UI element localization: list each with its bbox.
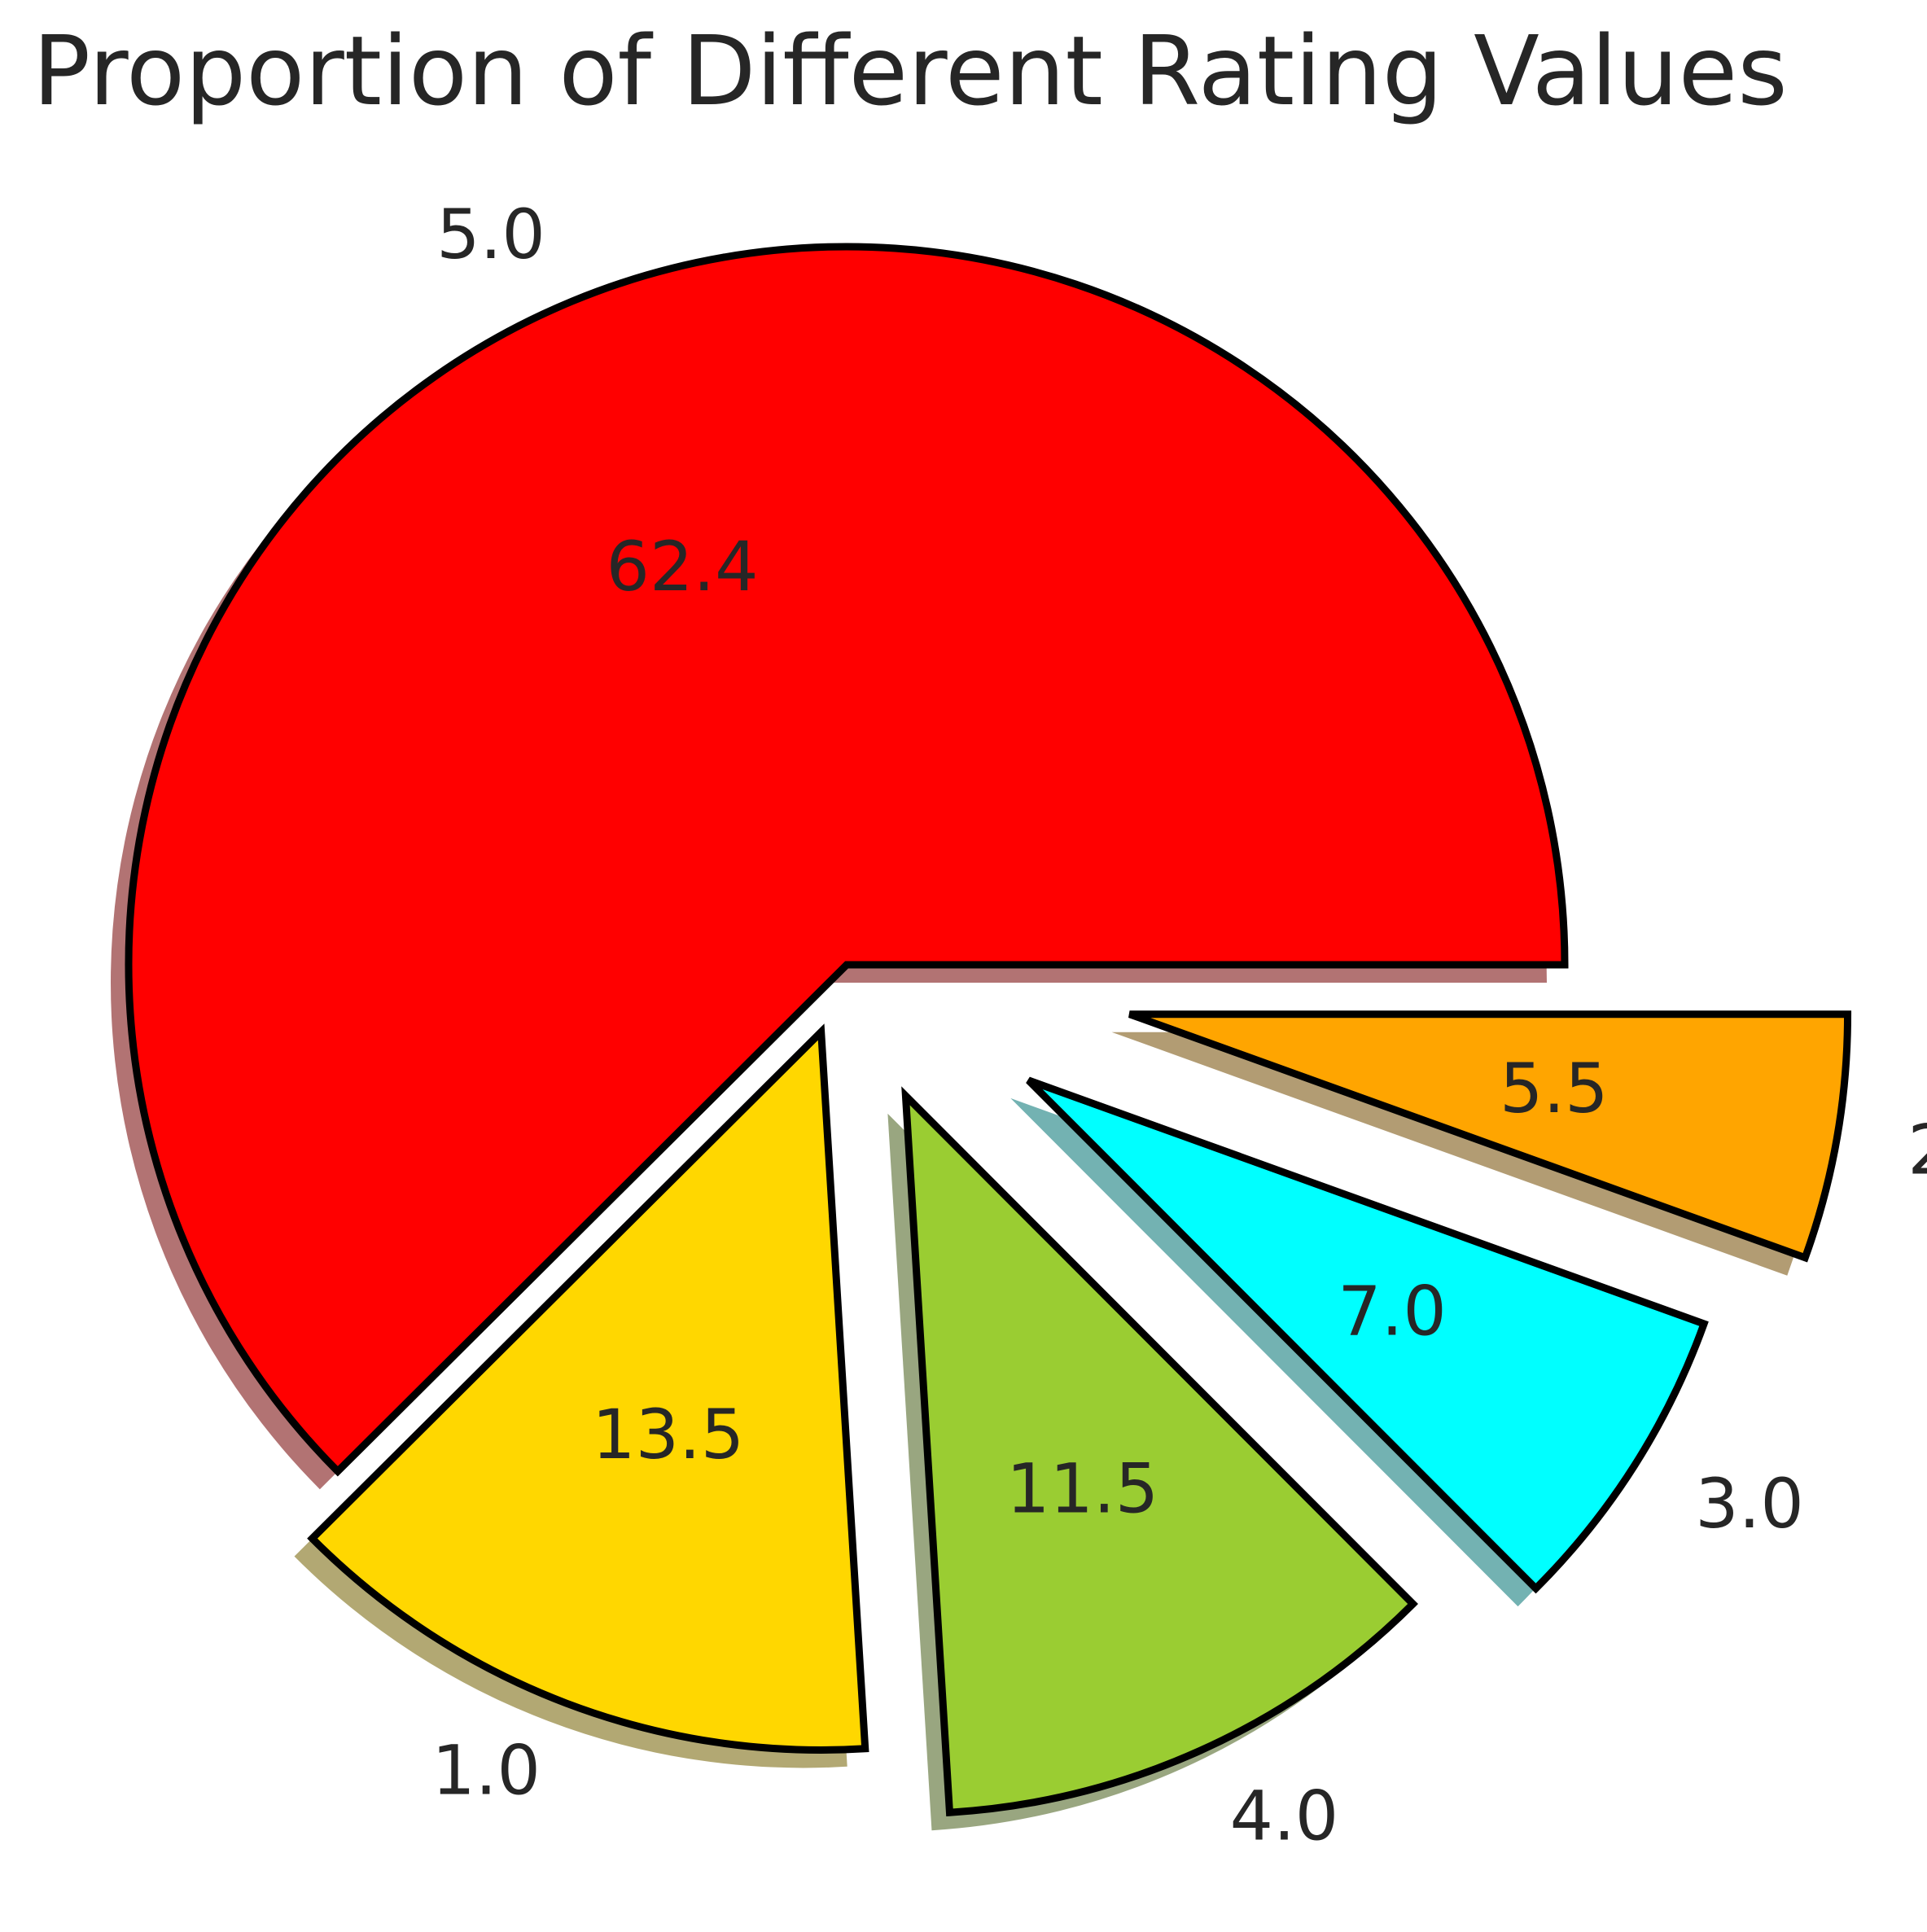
category-label-3.0: 3.0 [1695, 1464, 1804, 1544]
percent-label-2.0: 5.5 [1500, 1049, 1609, 1128]
category-label-2.0: 2.0 [1907, 1111, 1927, 1190]
category-label-4.0: 4.0 [1230, 1776, 1339, 1856]
percent-label-5.0: 62.4 [607, 527, 759, 607]
slice-labels: 5.0 62.4 1.0 13.5 4.0 11.5 3.0 7.0 2.0 5.5 [431, 195, 1927, 1855]
percent-label-1.0: 13.5 [592, 1395, 744, 1474]
percent-label-3.0: 7.0 [1338, 1272, 1447, 1352]
chart-title: Proportion of Different Rating Values [33, 15, 1788, 127]
pie-slice-2.0 [1128, 1010, 1852, 1263]
percent-label-4.0: 11.5 [1006, 1448, 1158, 1528]
pie-slice-4.0 [901, 1086, 1418, 1816]
category-label-1.0: 1.0 [431, 1730, 541, 1810]
category-label-5.0: 5.0 [436, 195, 545, 274]
pie-slices [125, 243, 1852, 1816]
pie-slice-5.0 [125, 243, 1569, 1477]
pie-slice-3.0 [1026, 1076, 1709, 1594]
pie-slice-1.0 [307, 1023, 869, 1754]
